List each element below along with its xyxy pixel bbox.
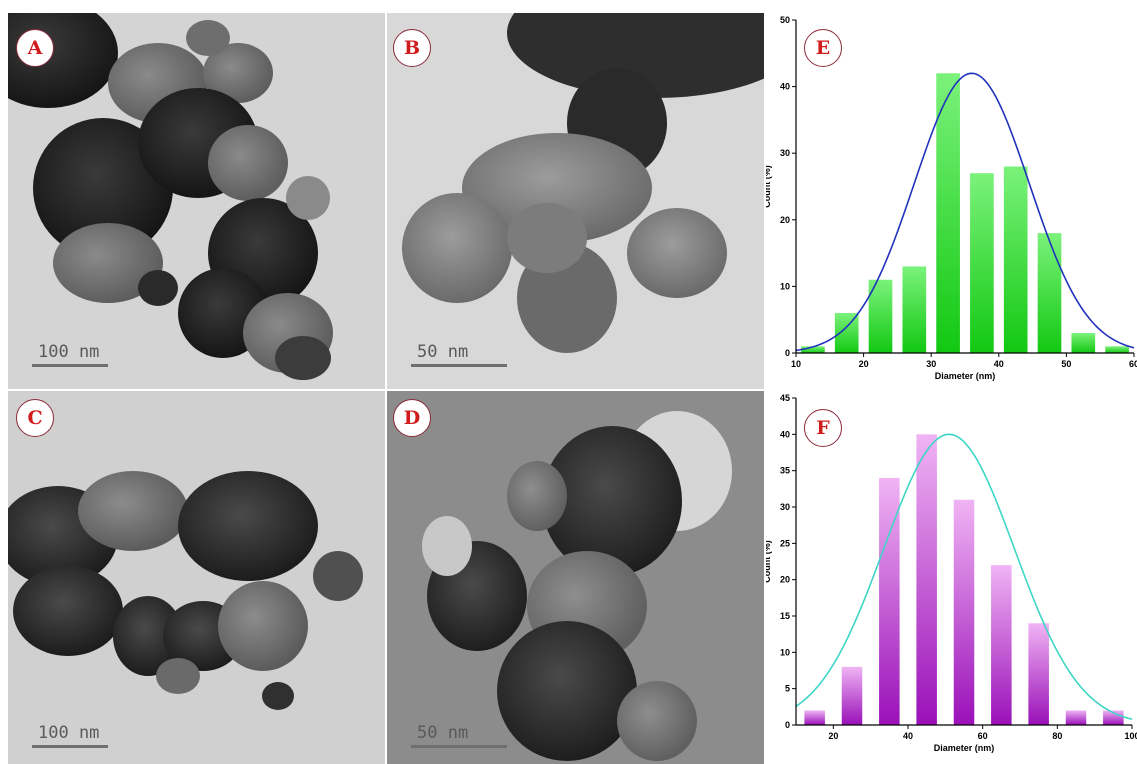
histogram-bar	[1028, 623, 1049, 725]
x-tick-label: 40	[903, 731, 913, 741]
histogram-e: 10 20 30 40 50 60 0 10 20 30 40 50 Diameter (nm) Coun…	[766, 5, 1137, 389]
scale-bar-line-a	[32, 364, 108, 367]
x-tick-label: 40	[994, 359, 1004, 369]
x-tick-label: 20	[828, 731, 838, 741]
panel-label-b: B	[393, 29, 431, 67]
scale-bar-d: 50 nm	[411, 723, 507, 748]
x-tick-label: 60	[978, 731, 988, 741]
y-tick-label: 15	[780, 611, 790, 621]
y-tick-label: 10	[780, 281, 790, 291]
scale-bar-label-a: 100 nm	[38, 342, 100, 362]
panel-label-a: A	[16, 29, 54, 67]
y-tick-label: 30	[780, 148, 790, 158]
tem-image-a: A 100 nm	[8, 13, 385, 389]
y-tick-label: 0	[785, 720, 790, 730]
y-tick-label: 20	[780, 575, 790, 585]
y-axis-title: Count (%)	[766, 165, 772, 208]
histogram-bar	[1071, 333, 1096, 353]
x-tick-label: 100	[1124, 731, 1137, 741]
histogram-bar	[804, 710, 825, 725]
x-tick-label: 10	[791, 359, 801, 369]
panel-label-f: F	[804, 409, 842, 447]
histogram-bar	[1065, 710, 1087, 725]
histogram-f-plot: 20 40 60 80 100 0 5 10 15 20 25 30 35 40 45 Diameter (n…	[766, 393, 1137, 753]
y-tick-label: 10	[780, 647, 790, 657]
scale-bar-line-d	[411, 745, 507, 748]
tem-image-b: B 50 nm	[387, 13, 764, 389]
x-tick-label: 20	[859, 359, 869, 369]
y-axis-title: Count (%)	[766, 540, 772, 583]
y-tick-label: 20	[780, 215, 790, 225]
histogram-bar	[991, 565, 1012, 725]
scale-bar-line-c	[32, 745, 108, 748]
histogram-bar	[953, 499, 975, 725]
particle-cluster-a	[8, 13, 385, 389]
panel-label-d: D	[393, 399, 431, 437]
gaussian-fit-curve	[795, 433, 1133, 721]
scale-bar-label-b: 50 nm	[417, 342, 469, 362]
x-tick-label: 80	[1052, 731, 1062, 741]
x-tick-label: 60	[1129, 359, 1137, 369]
tem-image-c: C 100 nm	[8, 391, 385, 764]
y-tick-label: 30	[780, 502, 790, 512]
y-tick-label: 25	[780, 538, 790, 548]
histogram-bar	[879, 477, 900, 725]
histogram-bar	[970, 173, 994, 353]
histogram-bar	[1003, 166, 1028, 353]
x-axis-title: Diameter (nm)	[935, 371, 996, 381]
x-axis-title: Diameter (nm)	[934, 743, 995, 753]
particle-cluster-b	[387, 13, 764, 389]
histogram-bar	[936, 73, 960, 353]
scale-bar-label-c: 100 nm	[38, 723, 100, 743]
histogram-bar	[801, 346, 825, 353]
histogram-bar	[1105, 346, 1129, 353]
y-tick-label: 45	[780, 393, 790, 403]
y-tick-label: 40	[780, 429, 790, 439]
histogram-bar	[834, 313, 859, 353]
panel-label-e: E	[804, 29, 842, 67]
y-tick-label: 35	[780, 466, 790, 476]
x-tick-label: 30	[926, 359, 936, 369]
scale-bar-line-b	[411, 364, 507, 367]
y-tick-label: 40	[780, 82, 790, 92]
histogram-bar	[916, 434, 937, 725]
tem-image-d: D 50 nm	[387, 391, 764, 764]
panel-label-c: C	[16, 399, 54, 437]
y-tick-label: 0	[785, 348, 790, 358]
histogram-bar	[868, 279, 893, 353]
scale-bar-a: 100 nm	[32, 342, 108, 367]
gaussian-fit-curve	[795, 72, 1135, 352]
x-tick-label: 50	[1061, 359, 1071, 369]
particle-cluster-d	[387, 391, 764, 764]
histogram-f: 20 40 60 80 100 0 5 10 15 20 25 30 35 40 45 Diameter (n…	[766, 392, 1137, 764]
histogram-bar	[1037, 233, 1062, 353]
y-tick-label: 5	[785, 684, 790, 694]
y-tick-label: 50	[780, 15, 790, 25]
histogram-bar	[841, 666, 863, 725]
scale-bar-c: 100 nm	[32, 723, 108, 748]
scale-bar-b: 50 nm	[411, 342, 507, 367]
particle-cluster-c	[8, 391, 385, 764]
scale-bar-label-d: 50 nm	[417, 723, 469, 743]
histogram-bar	[902, 266, 927, 353]
